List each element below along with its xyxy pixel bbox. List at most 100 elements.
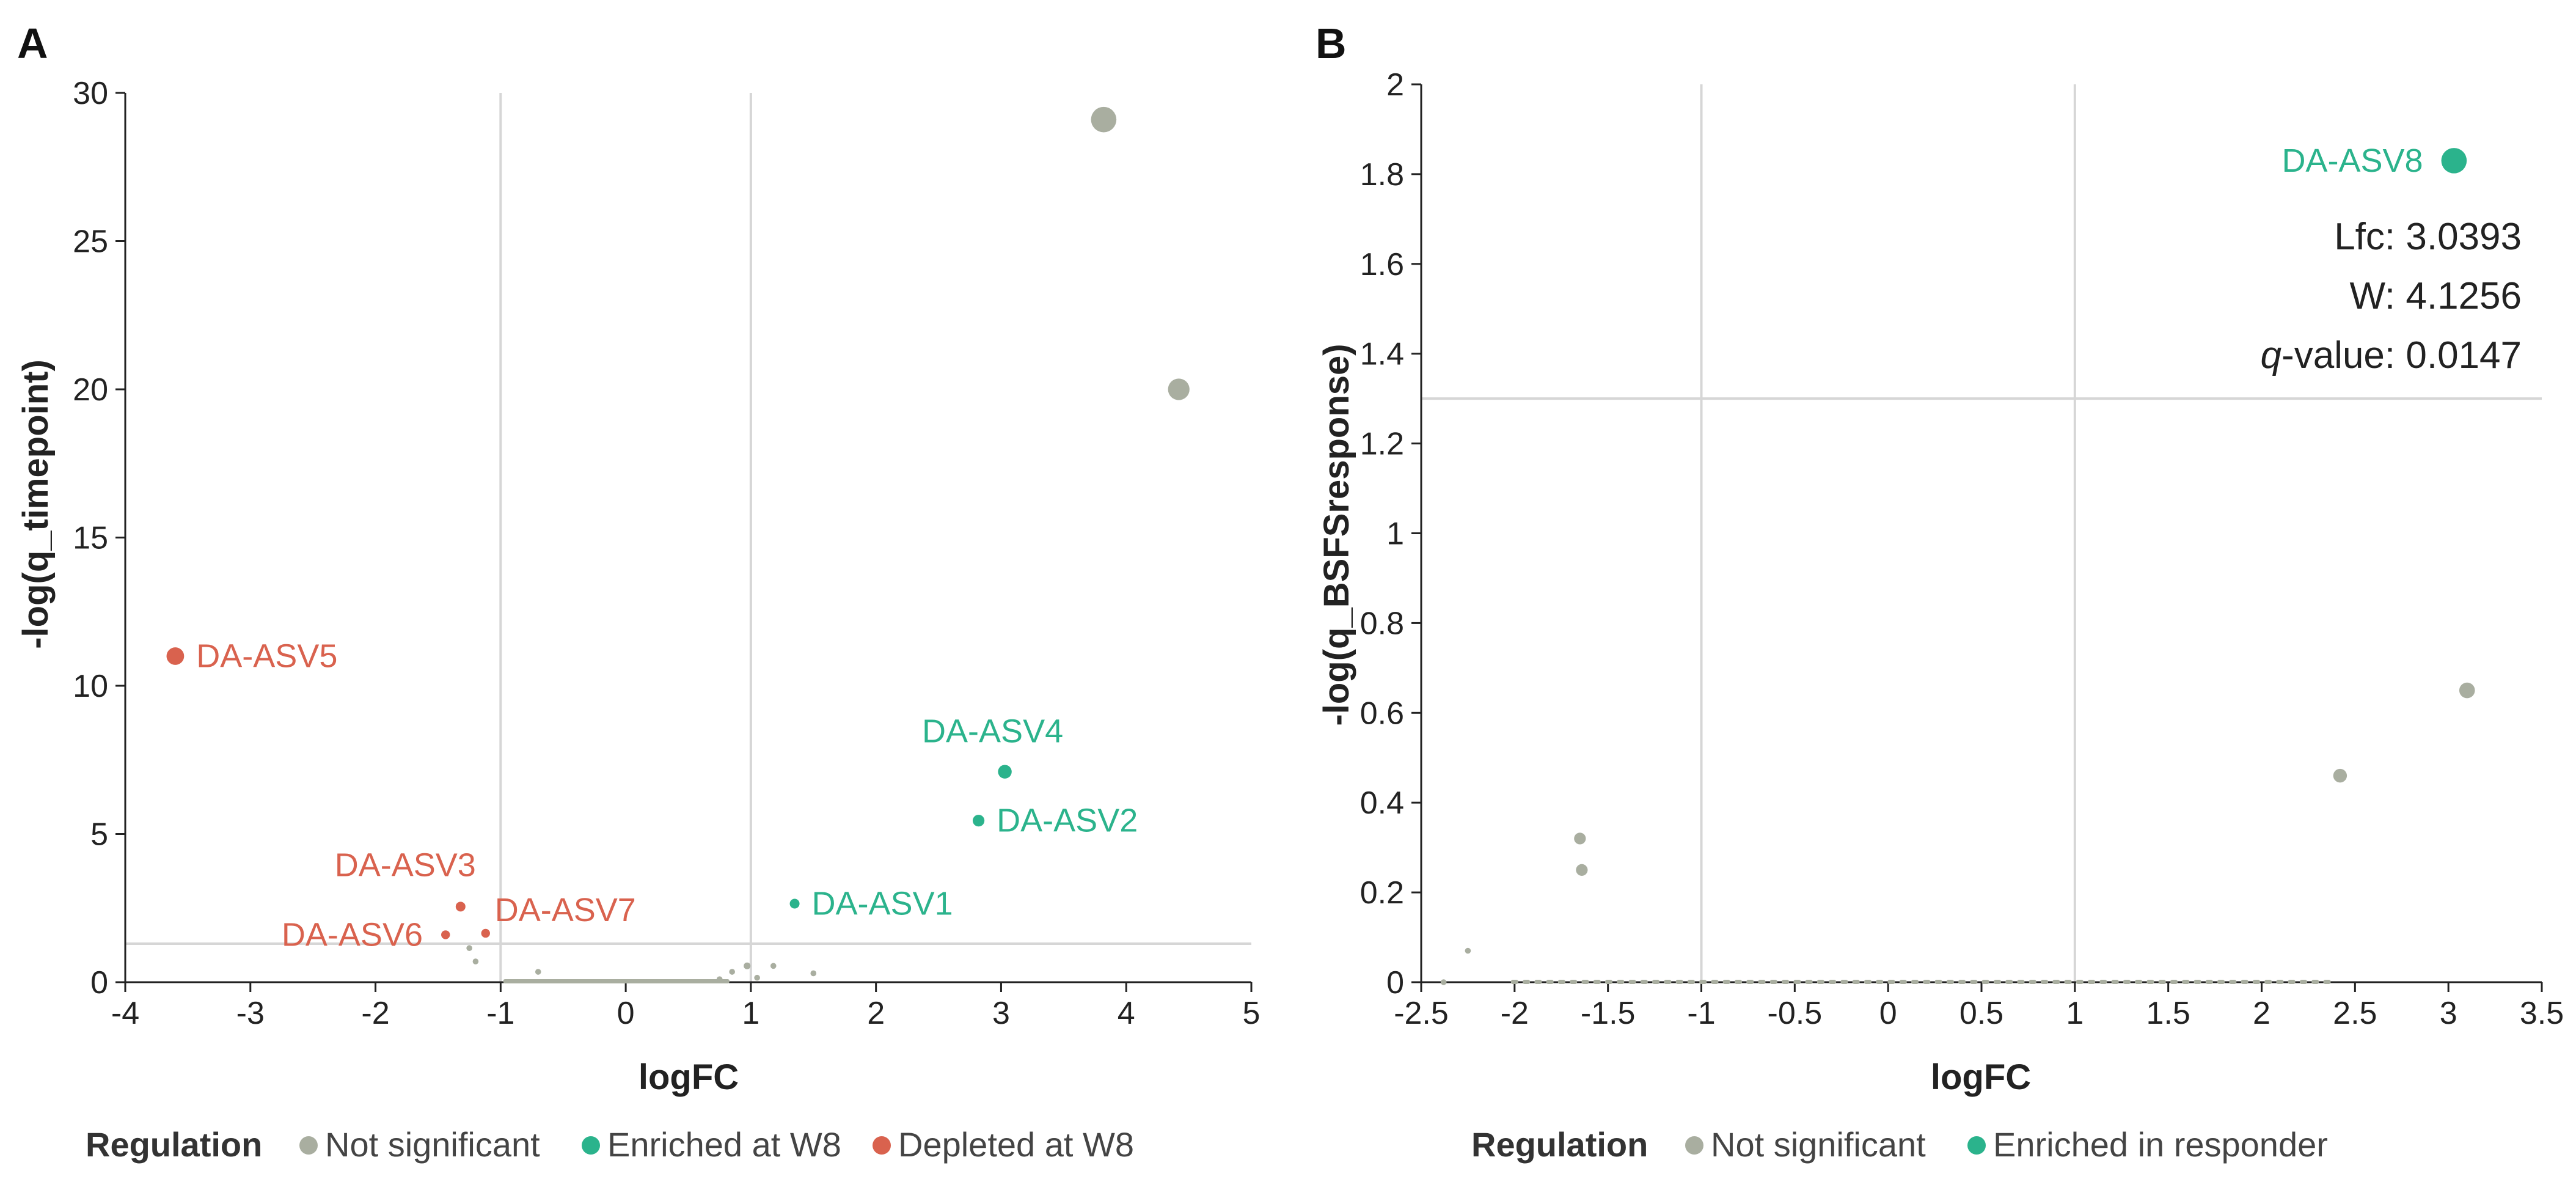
point-label-da-asv3: DA-ASV3 xyxy=(335,847,476,883)
point-not-significant xyxy=(2333,768,2347,783)
baseline-point xyxy=(2182,980,2190,984)
baseline-point xyxy=(1793,980,1801,984)
baseline-point xyxy=(1829,980,1837,984)
panel-b-x-axis-title: logFC xyxy=(1931,1057,2031,1097)
x-tick-label: 1.5 xyxy=(2146,996,2190,1031)
baseline-point xyxy=(2194,980,2201,984)
point-not-significant xyxy=(1576,864,1588,876)
baseline-point xyxy=(1570,980,1578,984)
point-not-significant xyxy=(1168,378,1190,400)
baseline-point xyxy=(2288,980,2296,984)
baseline-point xyxy=(1852,980,1860,984)
y-tick-label: 20 xyxy=(73,372,108,408)
baseline-point xyxy=(1557,980,1565,984)
baseline-point xyxy=(1923,980,1931,984)
baseline-point xyxy=(1687,980,1695,984)
baseline-point xyxy=(2029,980,2036,984)
baseline-point xyxy=(2123,980,2131,984)
panel-b-legend-title: Regulation xyxy=(1471,1125,1648,1164)
y-tick-label: 10 xyxy=(73,669,108,704)
point-da-asv2 xyxy=(972,815,985,827)
legend-label-enriched-responder: Enriched in responder xyxy=(1993,1125,2328,1164)
baseline-point xyxy=(1758,980,1766,984)
baseline-point xyxy=(1981,980,1989,984)
baseline-point xyxy=(2111,980,2119,984)
point-not-significant xyxy=(466,945,472,952)
legend-label-not-significant: Not significant xyxy=(1711,1125,1926,1164)
legend-label-depleted: Depleted at W8 xyxy=(898,1125,1134,1164)
legend-swatch-depleted xyxy=(873,1136,891,1155)
x-tick-label: -4 xyxy=(111,996,139,1031)
x-tick-label: -1.5 xyxy=(1581,996,1636,1031)
baseline-point xyxy=(2064,980,2072,984)
legend-swatch-enriched xyxy=(582,1136,600,1155)
baseline-point xyxy=(1675,980,1683,984)
baseline-point xyxy=(2005,980,2013,984)
baseline-point xyxy=(1605,980,1612,984)
panel-a-legend: Regulation Not significant Enriched at W… xyxy=(86,1125,1134,1164)
y-tick-label: 5 xyxy=(90,817,108,853)
baseline-point xyxy=(1534,980,1542,984)
x-tick-label: -1 xyxy=(1687,996,1715,1031)
y-tick-label: 0.6 xyxy=(1360,696,1404,731)
baseline-point xyxy=(2146,980,2154,984)
x-tick-label: 2 xyxy=(867,996,885,1031)
baseline-point xyxy=(2135,980,2143,984)
legend-label-enriched: Enriched at W8 xyxy=(607,1125,841,1164)
baseline-point xyxy=(1510,980,1518,984)
x-tick-label: -2 xyxy=(1501,996,1529,1031)
panel-b-y-axis-title: -log(q_BSFSresponse) xyxy=(1317,343,1356,725)
legend-label-not-significant: Not significant xyxy=(325,1125,540,1164)
baseline-point xyxy=(2205,980,2213,984)
x-tick-label: 2.5 xyxy=(2333,996,2377,1031)
baseline-point xyxy=(2252,980,2260,984)
panel-b-annotation-qvalue: q-value: 0.0147 xyxy=(2261,334,2522,376)
point-not-significant xyxy=(810,970,817,977)
baseline-point xyxy=(2299,980,2307,984)
baseline-point xyxy=(2088,980,2096,984)
baseline-point xyxy=(2241,980,2249,984)
legend-swatch-enriched-responder xyxy=(1967,1136,1986,1155)
baseline-point xyxy=(1958,980,1966,984)
baseline-point xyxy=(2040,980,2048,984)
point-not-significant xyxy=(716,976,723,982)
x-tick-label: 0 xyxy=(1879,996,1897,1031)
point-da-asv5 xyxy=(166,647,185,665)
baseline-point xyxy=(2099,980,2107,984)
panel-a-x-axis-title: logFC xyxy=(639,1057,739,1097)
x-tick-label: -2.5 xyxy=(1394,996,1449,1031)
baseline-point xyxy=(1805,980,1813,984)
baseline-point xyxy=(1864,980,1872,984)
point-da-asv3 xyxy=(455,902,466,912)
point-label-da-asv4: DA-ASV4 xyxy=(922,713,1063,750)
baseline-point xyxy=(2229,980,2237,984)
legend-swatch-not-significant xyxy=(1685,1136,1703,1155)
point-label-da-asv7: DA-ASV7 xyxy=(495,892,636,928)
baseline-point xyxy=(2158,980,2166,984)
baseline-point xyxy=(1593,980,1601,984)
x-tick-label: 5 xyxy=(1243,996,1261,1031)
point-label-da-asv1: DA-ASV1 xyxy=(812,885,953,922)
y-tick-label: 1.6 xyxy=(1360,247,1404,282)
x-tick-label: 4 xyxy=(1118,996,1135,1031)
panel-a-letter: A xyxy=(17,20,48,67)
panel-a-legend-title: Regulation xyxy=(86,1125,262,1164)
baseline-point xyxy=(1899,980,1907,984)
point-not-significant xyxy=(1465,947,1471,954)
point-da-asv8 xyxy=(2441,148,2467,174)
baseline-point xyxy=(1934,980,1942,984)
y-tick-label: 0 xyxy=(90,965,108,1001)
baseline-point xyxy=(1911,980,1919,984)
baseline-point xyxy=(2264,980,2272,984)
y-tick-label: 2 xyxy=(1386,67,1404,103)
point-da-asv4 xyxy=(998,765,1012,779)
x-tick-label: 3.5 xyxy=(2520,996,2564,1031)
baseline-points xyxy=(1510,980,2331,984)
panel-a-y-axis-title: -log(q_timepoint) xyxy=(16,359,56,649)
x-tick-label: -2 xyxy=(361,996,389,1031)
y-tick-label: 0.2 xyxy=(1360,875,1404,911)
panel-b-annotation-lfc: Lfc: 3.0393 xyxy=(2334,216,2522,258)
baseline-points xyxy=(503,979,730,984)
baseline-point xyxy=(1664,980,1672,984)
y-tick-label: 30 xyxy=(73,76,108,111)
